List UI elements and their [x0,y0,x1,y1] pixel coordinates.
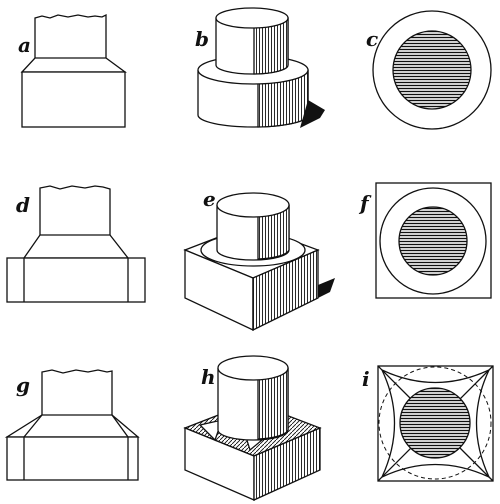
upper-cylinder-top [215,7,289,29]
inner-disc [398,206,468,276]
figure-a: a [18,13,127,128]
cylinder-shade [257,204,290,260]
label-h: h [201,365,216,389]
label-b: b [195,27,209,51]
label-i: i [362,367,370,391]
figure-h: h [183,355,322,502]
figure-e: e [183,187,335,332]
label-c: c [366,27,378,51]
chamfer-band [22,234,130,259]
figure-b: b [195,7,325,128]
figure-f: f [358,182,492,299]
figure-i: i [362,365,494,482]
block-right-face [253,427,321,502]
upper-cylinder-shade [253,17,289,75]
upper-stub [34,13,107,58]
cast-shadow [300,100,325,128]
upper-stub [39,185,111,235]
label-g: g [16,373,30,397]
inner-disc [399,387,471,459]
label-a: a [18,33,31,57]
dashed-circle [378,366,492,480]
bottom-arc [381,463,490,478]
base-block [6,257,146,303]
left-miter [23,414,43,438]
chamfer-band [20,57,127,73]
cylinder-top [217,355,289,381]
left-arc [381,369,396,478]
figure-c: c [366,10,492,130]
base-block [6,436,139,481]
figure-g: g [4,369,140,481]
base-block [21,71,126,128]
right-arc [475,369,490,478]
figure-d: d [6,185,146,303]
right-miter [111,414,129,438]
label-f: f [358,191,372,215]
cast-shadow [318,278,335,298]
label-d: d [16,193,30,217]
cylinder-shade [257,367,289,440]
top-arc [381,369,490,384]
cylinder-top [216,192,290,218]
upper-stub [41,369,113,415]
label-e: e [203,187,216,211]
inner-disc [392,30,472,110]
